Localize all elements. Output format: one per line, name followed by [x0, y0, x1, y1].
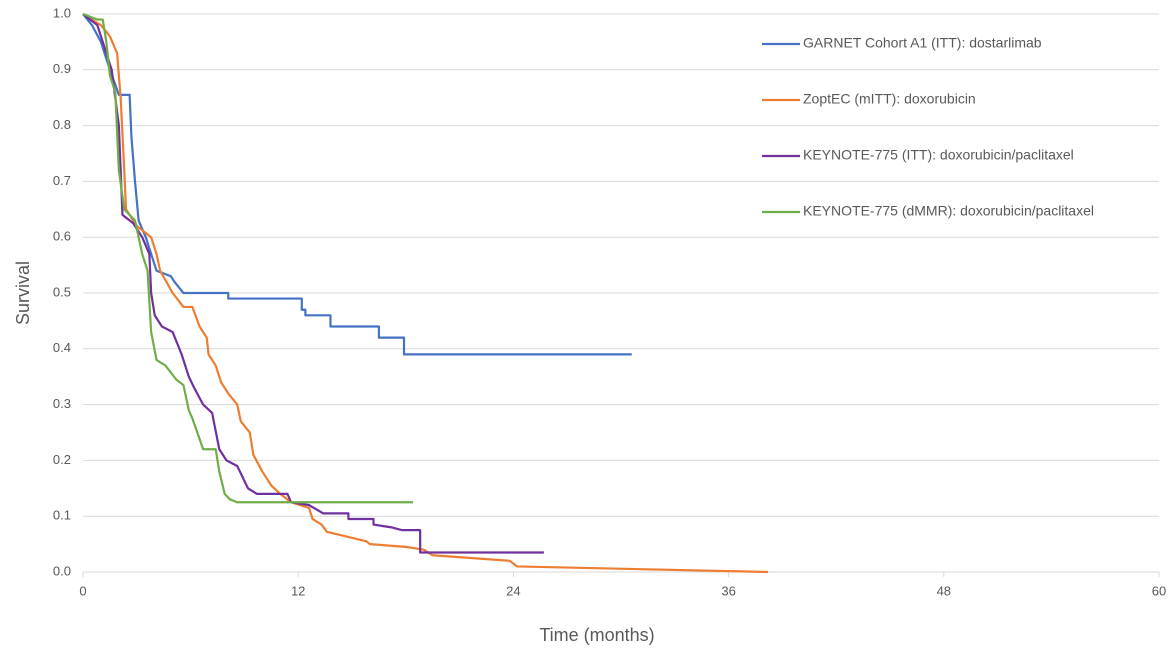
y-tick-label: 0.0 [53, 563, 71, 578]
y-tick-label: 0.4 [53, 340, 71, 355]
x-tick-label: 12 [291, 583, 305, 598]
x-axis-label: Time (months) [539, 625, 654, 645]
y-tick-label: 0.2 [53, 452, 71, 467]
legend-label: ZoptEC (mITT): doxorubicin [803, 91, 976, 107]
y-tick-label: 0.7 [53, 173, 71, 188]
survival-line [82, 13, 544, 554]
x-tick-label: 60 [1152, 583, 1166, 598]
x-tick-label: 24 [506, 583, 520, 598]
x-tick-label: 48 [937, 583, 951, 598]
legend-label: GARNET Cohort A1 (ITT): dostarlimab [803, 35, 1042, 51]
y-axis-label: Survival [13, 261, 33, 325]
legend-label: KEYNOTE-775 (dMMR): doxorubicin/paclitax… [803, 203, 1094, 219]
y-tick-label: 0.8 [53, 117, 71, 132]
survival-line [82, 12, 413, 504]
y-tick-label: 1.0 [53, 5, 71, 20]
y-tick-label: 0.9 [53, 61, 71, 76]
y-tick-label: 0.3 [53, 396, 71, 411]
survival-line [82, 13, 632, 356]
x-tick-label: 0 [79, 583, 86, 598]
legend-label: KEYNOTE-775 (ITT): doxorubicin/paclitaxe… [803, 147, 1074, 163]
y-tick-label: 0.5 [53, 284, 71, 299]
x-tick-label: 36 [721, 583, 735, 598]
y-tick-label: 0.6 [53, 229, 71, 244]
y-tick-label: 0.1 [53, 508, 71, 523]
